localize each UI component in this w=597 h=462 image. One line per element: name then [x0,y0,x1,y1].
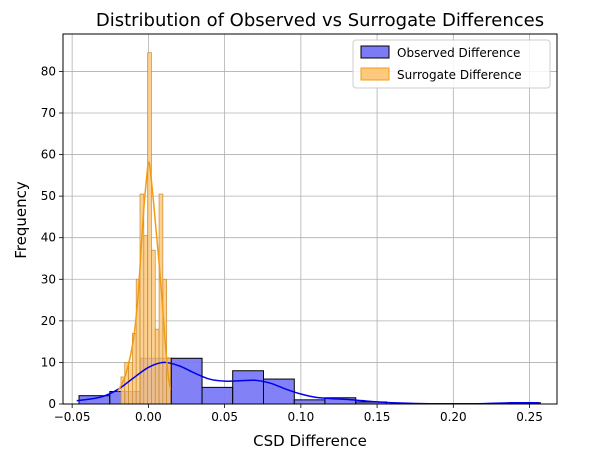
x-axis-label: CSD Difference [253,432,367,450]
legend-swatch-surrogate [360,67,390,81]
x-tick-label: 0.00 [135,410,162,424]
x-axis-ticks: −0.05 0.00 0.05 0.10 0.15 0.20 0.25 [54,404,543,424]
y-tick-label: 50 [41,189,56,203]
observed-kde-line [76,361,539,405]
surrogate-bar [154,328,160,405]
legend-label-observed: Observed Difference [397,46,520,60]
x-tick-label: 0.25 [516,410,543,424]
y-tick-label: 30 [41,272,56,286]
surrogate-bar [151,249,156,405]
y-axis-label: Frequency [12,181,30,259]
surrogate-bar [128,362,133,405]
y-tick-label: 20 [41,314,56,328]
y-tick-label: 10 [41,355,56,369]
y-tick-label: 70 [41,106,56,120]
x-tick-label: 0.20 [440,410,467,424]
legend-swatch-observed [360,45,390,59]
observed-bar [232,370,264,405]
plot-frame [62,33,558,405]
x-tick-label: 0.15 [364,410,391,424]
y-tick-label: 60 [41,148,56,162]
observed-bar [170,357,203,405]
surrogate-kde-line [117,161,172,392]
x-tick-label: 0.05 [211,410,238,424]
chart-title: Distribution of Observed vs Surrogate Di… [96,10,544,31]
y-tick-label: 0 [48,397,56,411]
legend: Observed Difference Surrogate Difference [352,39,551,89]
legend-label-surrogate: Surrogate Difference [397,68,522,82]
surrogate-histogram-bars [120,52,171,405]
y-tick-label: 40 [41,231,56,245]
observed-bar [293,399,326,405]
surrogate-bar [147,52,152,405]
y-tick-label: 80 [41,64,56,78]
x-tick-label: 0.10 [287,410,314,424]
observed-bar [201,386,234,405]
surrogate-bar [143,235,148,405]
x-tick-label: −0.05 [54,410,91,424]
y-axis-ticks: 0 10 20 30 40 50 60 70 80 [41,64,63,411]
legend-box [352,39,551,89]
